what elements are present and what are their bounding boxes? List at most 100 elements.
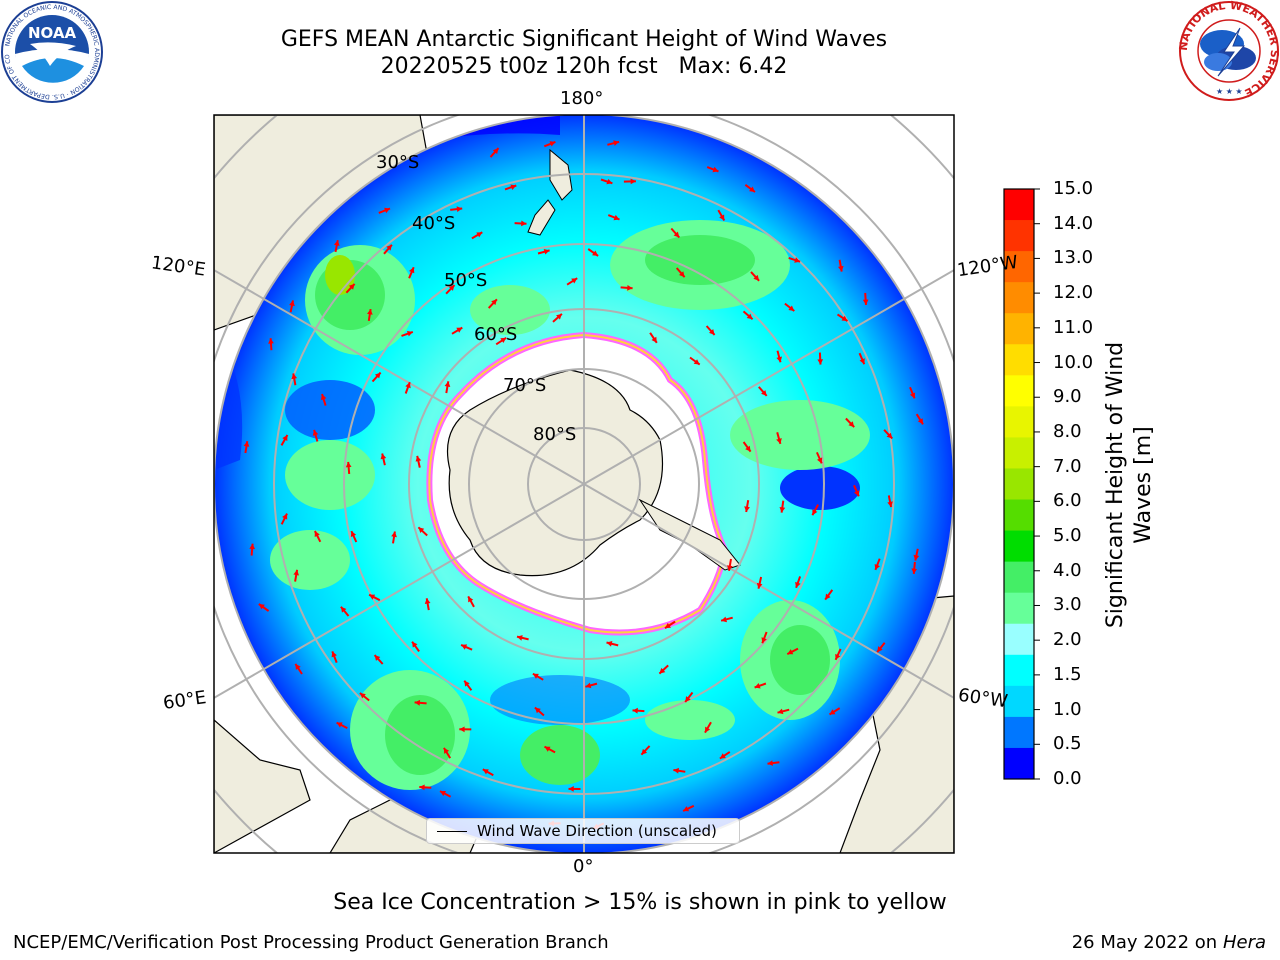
wave-direction-arrowhead [812, 509, 818, 516]
wave-direction-arrowhead [877, 646, 883, 653]
wave-direction-arrowhead [384, 207, 390, 214]
colorbar-segment [1004, 685, 1034, 718]
wave-direction-arrowhead [380, 453, 387, 460]
svg-text:★ ★ ★: ★ ★ ★ [1216, 87, 1243, 96]
colorbar-segment [1004, 654, 1034, 687]
wave-direction-arrowhead [556, 313, 562, 320]
wave-direction-arrowhead [391, 531, 397, 538]
wave-direction-arrowhead [693, 359, 700, 365]
wave-direction-arrowhead [544, 746, 551, 752]
wave-direction-arrowhead [510, 184, 517, 190]
wave-direction-arrowhead [345, 461, 352, 468]
wave-direction-arrowhead [788, 305, 795, 311]
wave-direction-arrowhead [665, 622, 671, 629]
colorbar-tick-label: 0.0 [1053, 768, 1082, 789]
colorbar-tick-label: 0.5 [1053, 733, 1082, 755]
wave-direction-arrowhead [776, 356, 782, 363]
colorbar-tick-label: 8.0 [1053, 420, 1082, 442]
wave-direction-arrowhead [415, 455, 422, 462]
wave-direction-arrowhead [568, 786, 574, 792]
colorbar-tick-label: 12.0 [1053, 282, 1094, 304]
colorbar-segment [1004, 499, 1034, 532]
wave-direction-arrowhead [340, 606, 347, 613]
wave-direction-arrowhead [761, 637, 767, 644]
wave-direction-arrowhead [753, 274, 760, 281]
wave-direction-arrowhead [874, 564, 880, 570]
wave-direction-arrowhead [444, 381, 451, 387]
colorbar-tick-label: 14.0 [1053, 212, 1094, 234]
nws-logo: NATIONAL WEATHER SERVICE ★ ★ ★ [1178, 0, 1280, 101]
wave-direction-arrowhead [632, 707, 638, 714]
wave-direction-arrowhead [456, 206, 463, 212]
wave-direction-arrowhead [862, 299, 869, 305]
colorbar-segment [1004, 251, 1034, 283]
colorbar-tick-label: 11.0 [1053, 316, 1094, 338]
colorbar-segment [1004, 437, 1034, 469]
wave-direction-arrowhead [841, 315, 848, 321]
wave-direction-arrowhead [606, 178, 613, 185]
wave-direction-arrowhead [721, 616, 727, 623]
wave-direction-arrowhead [744, 506, 750, 512]
colorbar-tick-label: 15.0 [1053, 178, 1094, 199]
wave-direction-arrowhead [585, 682, 592, 689]
colorbar-segment [1004, 623, 1034, 656]
wave-direction-arrowhead [459, 726, 465, 733]
map-frame [213, 114, 955, 854]
wave-direction-arrowhead [613, 140, 620, 146]
lat-label-40s: 40°S [412, 213, 456, 234]
wave-direction-arrowhead [293, 569, 299, 576]
wave-direction-arrowhead [854, 490, 860, 497]
wave-direction-arrowhead [517, 635, 523, 641]
legend-line-swatch [437, 830, 467, 832]
wave-direction-arrowhead [761, 390, 767, 396]
wave-direction-arrowhead [374, 372, 381, 379]
wave-direction-arrowhead [887, 501, 893, 508]
wave-direction-arrowhead [282, 435, 288, 441]
wave-direction-arrowhead [336, 722, 343, 728]
wave-direction-arrowhead [651, 336, 657, 343]
chart-subtitle: 20220525 t00z 120h fcst Max: 6.42 [380, 54, 788, 79]
wave-direction-arrowhead [534, 707, 541, 714]
wave-direction-arrowhead [794, 257, 801, 263]
colorbar [1003, 188, 1040, 780]
wave-direction-arrowhead [679, 271, 685, 278]
wave-direction-arrowhead [817, 457, 823, 464]
wave-direction-arrowhead [424, 598, 431, 604]
wave-direction-arrowhead [492, 148, 499, 154]
wave-direction-arrowhead [331, 651, 337, 658]
colorbar-tick-label: 9.0 [1053, 386, 1082, 408]
colorbar-tick-label: 10.0 [1053, 351, 1094, 373]
colorbar-segment [1004, 530, 1034, 563]
wave-direction-arrowhead [268, 338, 274, 344]
colorbar-tick-label: 2.0 [1053, 629, 1082, 651]
wave-direction-arrowhead [468, 596, 474, 603]
wave-direction-arrowhead [374, 655, 381, 661]
wave-direction-arrowhead [348, 283, 355, 290]
map-legend: Wind Wave Direction (unscaled) [426, 818, 740, 844]
colorbar-segment [1004, 747, 1034, 780]
wave-direction-arrowhead [419, 784, 425, 791]
wave-direction-arrowhead [754, 683, 761, 689]
wave-direction-arrowhead [787, 649, 794, 655]
wave-direction-arrowhead [727, 565, 733, 571]
colorbar-label: Significant Height of Wind Waves [m] [1103, 341, 1156, 629]
noaa-logo-text: NOAA [28, 24, 77, 42]
wave-direction-arrowhead [705, 726, 711, 733]
wave-direction-arrowhead [333, 240, 340, 246]
wave-direction-arrowhead [350, 531, 357, 537]
wave-direction-arrowhead [673, 767, 679, 774]
wave-direction-arrowhead [859, 358, 865, 365]
wave-direction-arrowhead [476, 232, 483, 238]
wave-direction-arrowhead [314, 531, 320, 537]
wave-direction-arrowhead [835, 653, 841, 660]
wave-direction-arrowhead [291, 373, 298, 380]
wave-direction-arrowhead [295, 663, 301, 670]
wave-direction-arrowhead [909, 392, 916, 399]
colorbar-segment [1004, 220, 1034, 252]
wave-direction-arrowhead [606, 641, 613, 647]
wave-direction-arrowhead [440, 791, 446, 797]
wave-direction-arrowhead [491, 299, 497, 306]
wave-direction-arrowhead [641, 748, 648, 755]
wave-direction-arrowhead [776, 438, 782, 444]
